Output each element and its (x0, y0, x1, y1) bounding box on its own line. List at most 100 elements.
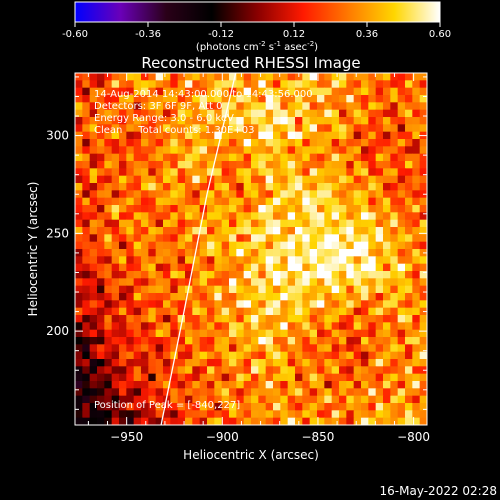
heatmap-cell (229, 322, 237, 331)
heatmap-cell (214, 329, 223, 338)
heatmap-cell (302, 102, 311, 111)
heatmap-cell (273, 417, 281, 425)
heatmap-cell (148, 219, 157, 228)
heatmap-cell (339, 131, 347, 140)
heatmap-cell (324, 153, 333, 162)
heatmap-cell (390, 80, 399, 89)
heatmap-cell (295, 285, 303, 294)
heatmap-cell (405, 197, 413, 206)
heatmap-cell (221, 117, 230, 125)
heatmap-cell (148, 80, 157, 89)
heatmap-cell (177, 73, 186, 81)
heatmap-cell (258, 344, 267, 353)
heatmap-cell (185, 366, 193, 375)
heatmap-cell (251, 249, 259, 257)
heatmap-cell (390, 161, 399, 169)
heatmap-cell (390, 102, 399, 111)
heatmap-cell (419, 417, 427, 425)
heatmap-cell (89, 271, 98, 279)
heatmap-cell (163, 183, 171, 191)
heatmap-cell (89, 337, 98, 345)
heatmap-cell (375, 241, 384, 250)
heatmap-cell (141, 95, 149, 103)
heatmap-cell (236, 102, 245, 111)
heatmap-cell (383, 307, 391, 316)
heatmap-cell (251, 344, 259, 353)
heatmap-cell (353, 197, 362, 206)
heatmap-cell (155, 388, 164, 397)
heatmap-cell (309, 337, 318, 345)
heatmap-cell (163, 381, 171, 389)
heatmap-cell (419, 234, 427, 243)
heatmap-cell (280, 139, 289, 147)
heatmap-cell (295, 271, 303, 279)
heatmap-cell (273, 278, 281, 287)
heatmap-cell (258, 293, 267, 301)
heatmap-cell (265, 359, 274, 367)
heatmap-cell (368, 168, 377, 177)
heatmap-cell (390, 175, 399, 184)
heatmap-cell (236, 293, 245, 301)
heatmap-cell (243, 139, 252, 147)
heatmap-cell (339, 344, 347, 353)
heatmap-cell (133, 337, 142, 345)
heatmap-cell (412, 300, 421, 309)
heatmap-cell (141, 417, 149, 425)
heatmap-cell (324, 278, 333, 287)
heatmap-cell (155, 278, 164, 287)
heatmap-cell (375, 359, 384, 367)
heatmap-cell (353, 410, 362, 419)
heatmap-cell (251, 285, 259, 294)
heatmap-cell (133, 234, 142, 243)
heatmap-cell (346, 329, 355, 338)
heatmap-cell (273, 153, 281, 162)
heatmap-cell (265, 80, 274, 89)
heatmap-cell (148, 131, 157, 140)
heatmap-cell (412, 307, 421, 316)
heatmap-cell (177, 366, 186, 375)
heatmap-cell (295, 278, 303, 287)
heatmap-cell (207, 285, 215, 294)
heatmap-cell (104, 263, 113, 272)
heatmap-cell (141, 102, 149, 111)
heatmap-cell (258, 241, 267, 250)
heatmap-cell (353, 234, 362, 243)
heatmap-cell (214, 197, 223, 206)
heatmap-cell (133, 410, 142, 419)
heatmap-cell (309, 73, 318, 81)
heatmap-cell (207, 205, 215, 213)
heatmap-cell (170, 212, 179, 221)
heatmap-cell (119, 410, 127, 419)
heatmap-cell (141, 322, 149, 331)
heatmap-cell (104, 227, 113, 235)
heatmap-cell (383, 395, 391, 404)
heatmap-cell (170, 73, 179, 81)
heatmap-cell (383, 168, 391, 177)
colorbar-tick-label: 0.12 (283, 29, 305, 40)
heatmap-cell (390, 131, 399, 140)
heatmap-cell (126, 388, 135, 397)
heatmap-cell (331, 410, 340, 419)
heatmap-cell (405, 124, 413, 133)
heatmap-cell (229, 227, 237, 235)
heatmap-cell (309, 315, 318, 323)
heatmap-cell (89, 388, 98, 397)
heatmap-cell (229, 388, 237, 397)
heatmap-cell (295, 373, 303, 382)
heatmap-cell (383, 256, 391, 265)
heatmap-cell (251, 219, 259, 228)
heatmap-cell (397, 183, 406, 191)
heatmap-cell (207, 307, 215, 316)
heatmap-cell (163, 131, 171, 140)
heatmap-cell (287, 293, 296, 301)
heatmap-cell (273, 197, 281, 206)
heatmap-cell (89, 205, 98, 213)
heatmap-cell (111, 395, 120, 404)
heatmap-cell (82, 80, 91, 89)
heatmap-cell (390, 139, 399, 147)
heatmap-cell (207, 271, 215, 279)
heatmap-cell (331, 344, 340, 353)
heatmap-cell (280, 366, 289, 375)
heatmap-cell (177, 117, 186, 125)
heatmap-cell (141, 117, 149, 125)
